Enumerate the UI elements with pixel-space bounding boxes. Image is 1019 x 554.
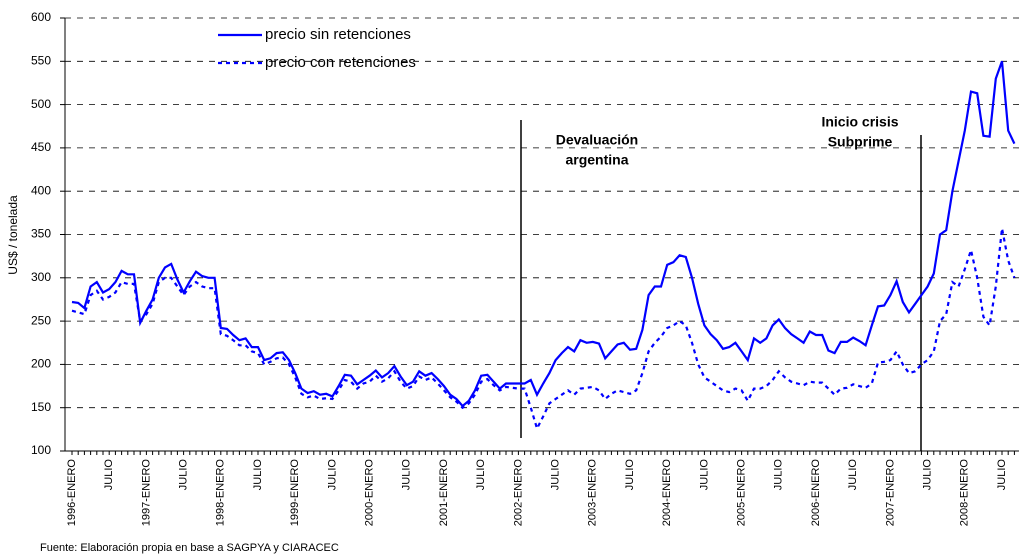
y-axis-label: US$ / tonelada — [6, 195, 20, 275]
x-tick-label: JULIO — [326, 459, 338, 491]
y-tick-label: 100 — [31, 443, 51, 457]
legend-label: precio sin retenciones — [265, 26, 411, 43]
x-tick-label: JULIO — [401, 459, 413, 491]
x-tick-label: JULIO — [698, 459, 710, 491]
x-tick-label: JULIO — [847, 459, 859, 491]
y-tick-label: 350 — [31, 227, 51, 241]
x-tick-label: 2001-ENERO — [438, 459, 450, 527]
annotation: argentina — [565, 152, 628, 168]
y-tick-label: 450 — [31, 140, 51, 154]
annotation: Subprime — [828, 134, 893, 150]
y-tick-label: 250 — [31, 313, 51, 327]
series-line — [71, 228, 1016, 432]
y-tick-label: 400 — [31, 183, 51, 197]
y-tick-label: 150 — [31, 400, 51, 414]
y-tick-label: 600 — [31, 10, 51, 24]
annotation: Inicio crisis — [821, 114, 898, 130]
x-tick-label: 2004-ENERO — [661, 459, 673, 527]
x-tick-label: 1996-ENERO — [66, 459, 78, 527]
x-tick-label: JULIO — [773, 459, 785, 491]
x-tick-label: JULIO — [103, 459, 115, 491]
source: Fuente: Elaboración propia en base a SAG… — [40, 542, 339, 554]
legend-label: precio con retenciones — [265, 54, 416, 71]
x-tick-label: JULIO — [178, 459, 190, 491]
y-tick-label: 550 — [31, 53, 51, 67]
x-tick-label: 2005-ENERO — [736, 459, 748, 527]
x-tick-label: 1999-ENERO — [289, 459, 301, 527]
x-tick-label: JULIO — [550, 459, 562, 491]
x-tick-label: 2002-ENERO — [512, 459, 524, 527]
x-tick-label: 1998-ENERO — [215, 459, 227, 527]
y-tick-label: 500 — [31, 97, 51, 111]
x-tick-label: 2007-ENERO — [884, 459, 896, 527]
x-tick-label: JULIO — [996, 459, 1008, 491]
x-tick-label: 2006-ENERO — [810, 459, 822, 527]
x-tick-label: JULIO — [922, 459, 934, 491]
x-tick-label: JULIO — [475, 459, 487, 491]
x-tick-label: 2003-ENERO — [587, 459, 599, 527]
x-tick-label: JULIO — [624, 459, 636, 491]
x-tick-label: 1997-ENERO — [140, 459, 152, 527]
x-tick-label: 2000-ENERO — [364, 459, 376, 527]
y-tick-label: 300 — [31, 270, 51, 284]
x-tick-label: JULIO — [252, 459, 264, 491]
annotation: Devaluación — [556, 132, 638, 148]
x-tick-label: 2008-ENERO — [959, 459, 971, 527]
y-tick-label: 200 — [31, 357, 51, 371]
series-line — [71, 60, 1016, 408]
